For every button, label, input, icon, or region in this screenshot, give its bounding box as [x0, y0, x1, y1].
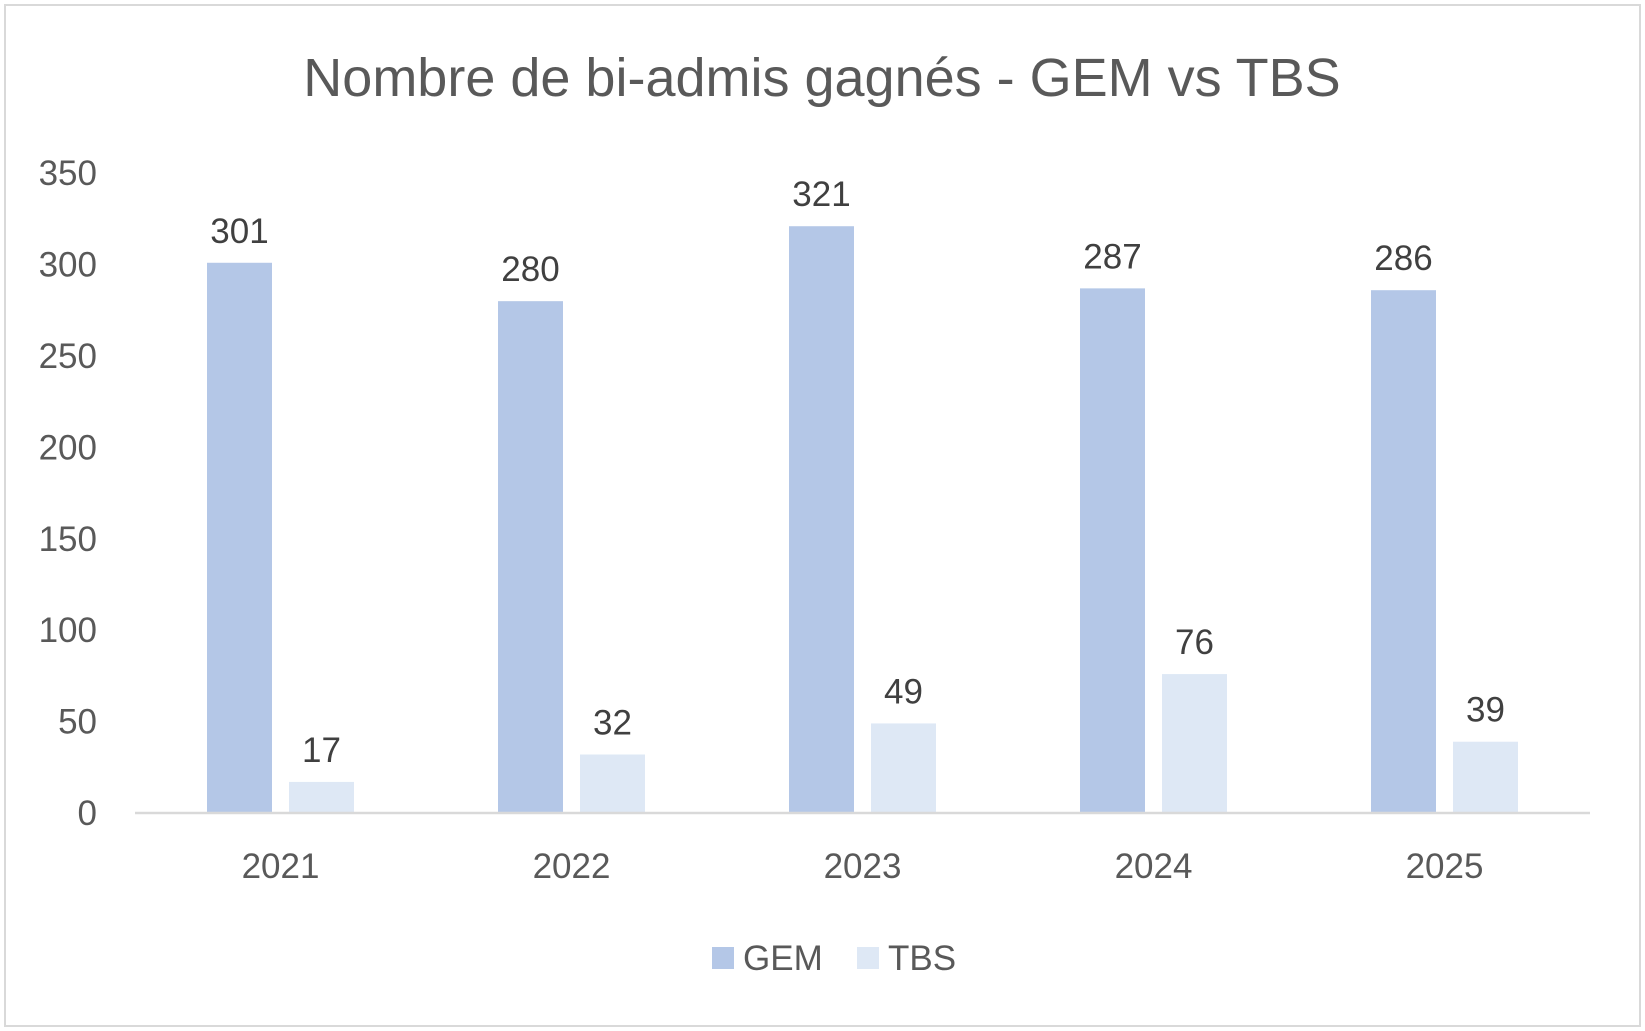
- data-label-tbs-2022: 32: [593, 704, 632, 743]
- y-tick-label: 300: [39, 246, 97, 285]
- plot-area: [207, 226, 1518, 814]
- x-tick-label: 2023: [824, 847, 902, 886]
- y-tick-label: 250: [39, 337, 97, 376]
- y-tick-label: 150: [39, 520, 97, 559]
- legend-label-gem: GEM: [743, 939, 823, 978]
- data-label-tbs-2024: 76: [1175, 623, 1214, 662]
- y-tick-label: 350: [39, 154, 97, 193]
- data-label-tbs-2023: 49: [884, 672, 923, 711]
- legend-swatch-tbs: [857, 947, 879, 969]
- bar-gem-2022: [498, 301, 563, 813]
- x-tick-label: 2022: [533, 847, 611, 886]
- legend-swatch-gem: [712, 947, 734, 969]
- data-label-gem-2022: 280: [501, 250, 559, 289]
- bar-tbs-2021: [289, 781, 354, 813]
- x-tick-label: 2025: [1406, 847, 1484, 886]
- y-tick-label: 100: [39, 611, 97, 650]
- data-labels: 301 17 280 32 321 49 287 76 286 39: [210, 175, 1505, 770]
- data-label-tbs-2025: 39: [1466, 691, 1505, 730]
- x-axis: 2021 2022 2023 2024 2025: [242, 847, 1484, 886]
- bar-tbs-2022: [580, 754, 645, 813]
- y-tick-label: 200: [39, 428, 97, 467]
- data-label-tbs-2021: 17: [302, 731, 341, 770]
- data-label-gem-2025: 286: [1374, 239, 1432, 278]
- bar-tbs-2023: [871, 723, 936, 813]
- data-label-gem-2024: 287: [1083, 237, 1141, 276]
- bar-gem-2021: [207, 262, 272, 814]
- bar-tbs-2025: [1453, 741, 1518, 813]
- x-tick-label: 2021: [242, 847, 320, 886]
- bar-gem-2023: [789, 226, 854, 813]
- chart-title: Nombre de bi-admis gagnés - GEM vs TBS: [303, 48, 1340, 108]
- legend-label-tbs: TBS: [888, 939, 956, 978]
- y-tick-label: 0: [78, 794, 97, 833]
- legend: GEM TBS: [712, 939, 956, 978]
- y-axis: 0 50 100 150 200 250 300 350: [39, 154, 97, 833]
- y-tick-label: 50: [58, 703, 97, 742]
- data-label-gem-2021: 301: [210, 212, 268, 251]
- data-label-gem-2023: 321: [792, 175, 850, 214]
- bar-tbs-2024: [1162, 674, 1227, 813]
- bar-gem-2025: [1371, 290, 1436, 813]
- x-tick-label: 2024: [1115, 847, 1193, 886]
- bar-gem-2024: [1080, 288, 1145, 813]
